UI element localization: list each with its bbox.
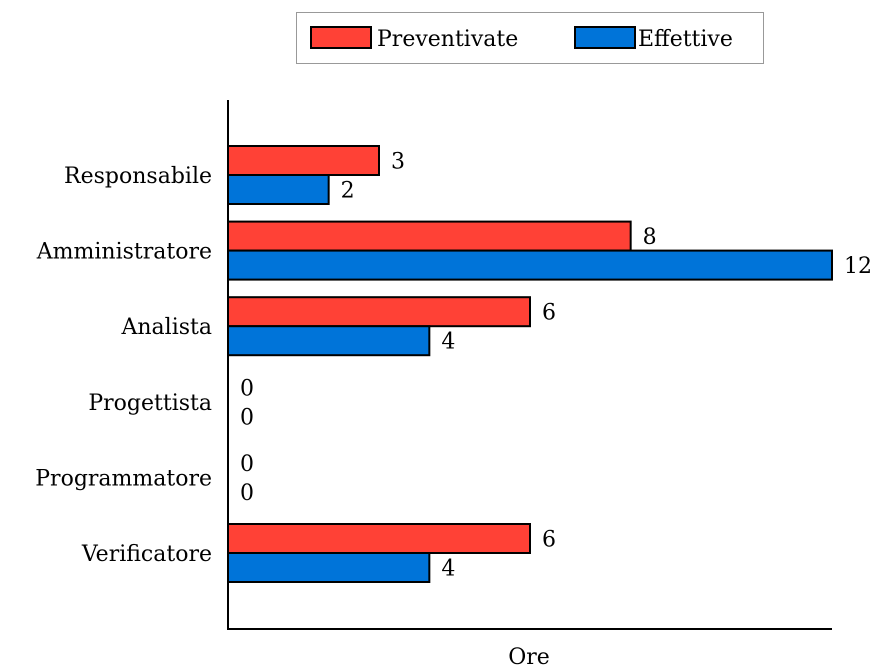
value-label-verificatore-preventivate: 6: [542, 528, 556, 553]
value-label-verificatore-effettive: 4: [441, 557, 455, 582]
legend-box: [296, 12, 764, 64]
legend-swatch-preventivate: [310, 26, 372, 49]
legend-label-effettive: Effettive: [638, 27, 733, 52]
category-label-verificatore: Verificatore: [81, 542, 212, 567]
category-label-programmatore: Programmatore: [35, 466, 212, 491]
category-label-analista: Analista: [121, 315, 213, 340]
category-labels: Responsabile Amministratore Analista Proget…: [35, 164, 212, 567]
legend: Preventivate Effettive: [296, 12, 764, 64]
value-label-amministratore-preventivate: 8: [643, 225, 657, 250]
value-label-analista-effettive: 4: [441, 330, 455, 355]
bar-verificatore-effettive: [227, 552, 431, 583]
bars-group: [227, 145, 833, 583]
bar-analista-preventivate: [227, 296, 531, 328]
value-label-programmatore-effettive: 0: [240, 481, 254, 506]
category-label-progettista: Progettista: [88, 391, 212, 416]
value-label-amministratore-effettive: 12: [844, 254, 872, 279]
value-label-responsabile-effettive: 2: [341, 179, 355, 204]
value-labels: 3 2 8 12 6 4 0 0 0 0 6 4: [240, 150, 872, 582]
value-label-analista-preventivate: 6: [542, 301, 556, 326]
bar-verificatore-preventivate: [227, 523, 531, 554]
x-axis-title: Ore: [508, 645, 550, 668]
bar-analista-effettive: [227, 325, 431, 357]
value-label-programmatore-preventivate: 0: [240, 452, 254, 477]
bar-amministratore-preventivate: [227, 220, 632, 252]
category-label-responsabile: Responsabile: [64, 164, 212, 189]
value-label-progettista-preventivate: 0: [240, 376, 254, 401]
legend-swatch-effettive: [574, 26, 636, 49]
category-label-amministratore: Amministratore: [36, 240, 212, 265]
bar-responsabile-preventivate: [227, 145, 380, 176]
legend-label-preventivate: Preventivate: [377, 27, 518, 52]
value-label-responsabile-preventivate: 3: [391, 150, 405, 175]
bar-responsabile-effettive: [227, 174, 330, 205]
value-label-progettista-effettive: 0: [240, 405, 254, 430]
bar-amministratore-effettive: [227, 249, 833, 281]
